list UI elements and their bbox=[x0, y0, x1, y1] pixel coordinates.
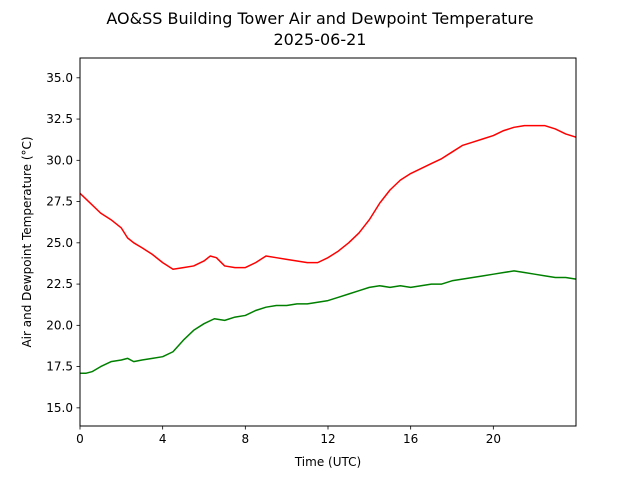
y-tick-label: 15.0 bbox=[46, 401, 73, 415]
chart-title: AO&SS Building Tower Air and Dewpoint Te… bbox=[106, 9, 533, 28]
y-axis-ticks: 15.0 17.5 20.0 22.5 25.0 27.5 30.0 32.5 35.0 bbox=[46, 71, 80, 415]
y-tick-label: 30.0 bbox=[46, 153, 73, 167]
y-tick-label: 32.5 bbox=[46, 112, 73, 126]
x-tick-label: 8 bbox=[242, 432, 250, 446]
chart-subtitle: 2025-06-21 bbox=[274, 30, 367, 49]
y-tick-label: 20.0 bbox=[46, 318, 73, 332]
x-tick-label: 16 bbox=[403, 432, 418, 446]
x-axis-label: Time (UTC) bbox=[294, 455, 361, 469]
y-axis-label: Air and Dewpoint Temperature (°C) bbox=[20, 136, 34, 347]
y-tick-label: 22.5 bbox=[46, 277, 73, 291]
plot-lines bbox=[79, 124, 577, 374]
x-tick-label: 0 bbox=[76, 432, 84, 446]
series-line-1 bbox=[80, 270, 577, 374]
series-line-0 bbox=[79, 124, 577, 270]
y-tick-label: 25.0 bbox=[46, 236, 73, 250]
x-tick-label: 20 bbox=[486, 432, 501, 446]
y-tick-label: 17.5 bbox=[46, 360, 73, 374]
x-tick-label: 4 bbox=[159, 432, 167, 446]
x-tick-label: 12 bbox=[320, 432, 335, 446]
x-axis-ticks: 0 4 8 12 16 20 bbox=[76, 426, 501, 446]
y-tick-label: 35.0 bbox=[46, 71, 73, 85]
plot-frame bbox=[79, 57, 577, 427]
y-tick-label: 27.5 bbox=[46, 195, 73, 209]
